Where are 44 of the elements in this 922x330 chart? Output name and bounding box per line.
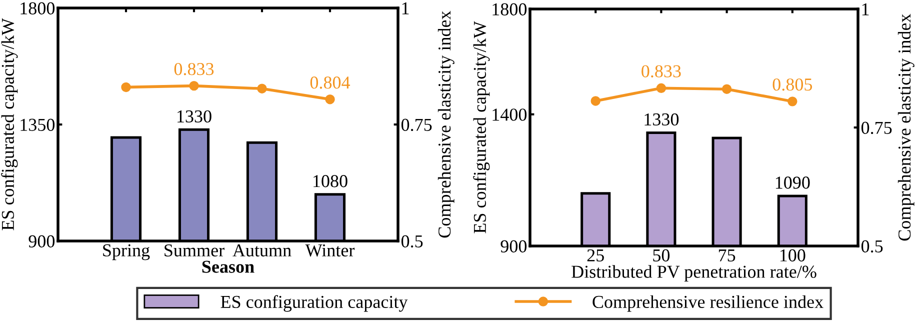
x-tick-label: 100 [780,249,806,262]
y-tick-label: 900 [500,240,527,252]
point [121,82,131,92]
y2-axis-title: Comprehensive elasticity index [438,10,454,238]
y-axis-title: ES configurated capacity/kW [473,21,490,234]
y2-tick-label: 1 [402,2,409,14]
x-tick-label: 50 [653,249,670,262]
point [590,96,600,106]
point [257,84,267,94]
point [788,96,798,106]
data-label: 1080 [314,175,348,188]
legend-label: ES configuration capacity [220,295,408,312]
y-axis-title: ES configurated capacity/kW [1,18,18,230]
y-tick-label: 1800 [492,3,527,16]
y2-axis-title: Comprehensive elasticity index [898,14,914,241]
point [722,84,732,94]
y2-tick-label: 0.75 [861,122,892,134]
data-label: 0.833 [642,65,681,78]
y-tick-label: 1400 [492,108,527,121]
data-label: 0.833 [174,62,214,76]
x-tick-label: Winter [305,244,355,257]
y2-tick-label: 1 [862,3,869,16]
data-label: 1330 [644,113,679,126]
x-tick-label: Spring [103,244,150,260]
y-tick-label: 1800 [20,2,55,14]
y2-tick-label: 0.75 [401,118,432,132]
data-label: 0.805 [772,78,812,91]
x-tick-label: 25 [587,249,604,262]
y2-tick-label: 0.5 [861,240,883,253]
point [325,94,335,104]
y-tick-label: 1350 [20,118,55,131]
x-tick-label: 75 [718,249,736,262]
legend-label: Comprehensive resilience index [592,295,824,312]
data-label: 1330 [178,110,212,123]
y2-tick-label: 0.5 [401,235,423,248]
point [656,83,666,94]
y-tick-label: 900 [28,235,55,248]
x-tick-label: Summer [164,244,224,256]
data-label: 1090 [776,176,810,189]
point [189,80,199,91]
x-axis-title: Season [202,260,254,273]
data-label: 0.804 [310,76,350,89]
x-axis-title: Distributed PV penetration rate/% [572,265,816,282]
x-tick-label: Autumn [232,244,292,256]
